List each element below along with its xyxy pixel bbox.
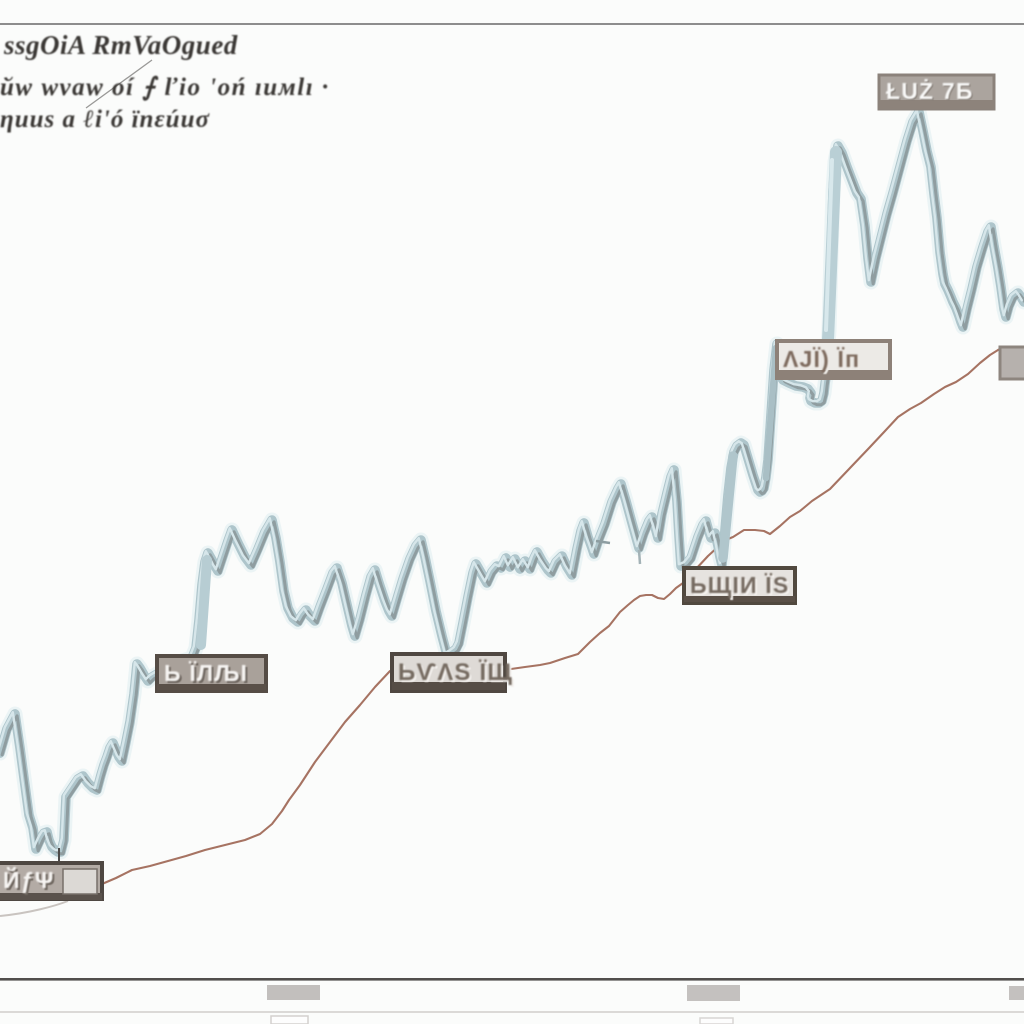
svg-text:ŁUŻ 7Б: ŁUŻ 7Б (887, 79, 975, 105)
svg-text:ЬЩІИ ЇЅ: ЬЩІИ ЇЅ (692, 574, 791, 600)
svg-text:ЬѴΛЅ ЇЩ: ЬѴΛЅ ЇЩ (398, 659, 513, 686)
svg-text:ЬЩІИ ЇЅ: ЬЩІИ ЇЅ (690, 572, 789, 598)
svg-text:ΛЈЇ) Їп: ΛЈЇ) Їп (785, 348, 862, 374)
svg-text:ЙƒΨ: ЙƒΨ (5, 868, 57, 895)
svg-text:Ь ЇЛЉІ: Ь ЇЛЉІ (166, 662, 250, 688)
svg-text:Ь ЇЛЉІ: Ь ЇЛЉІ (164, 660, 248, 686)
svg-text:ŁUŻ 7Б: ŁUŻ 7Б (886, 78, 974, 104)
svg-text:ЙƒΨ: ЙƒΨ (3, 866, 55, 893)
svg-text:ΛЈЇ) Їп: ΛЈЇ) Їп (783, 346, 860, 372)
svg-text:ЬѴΛЅ ЇЩ: ЬѴΛЅ ЇЩ (400, 661, 515, 688)
